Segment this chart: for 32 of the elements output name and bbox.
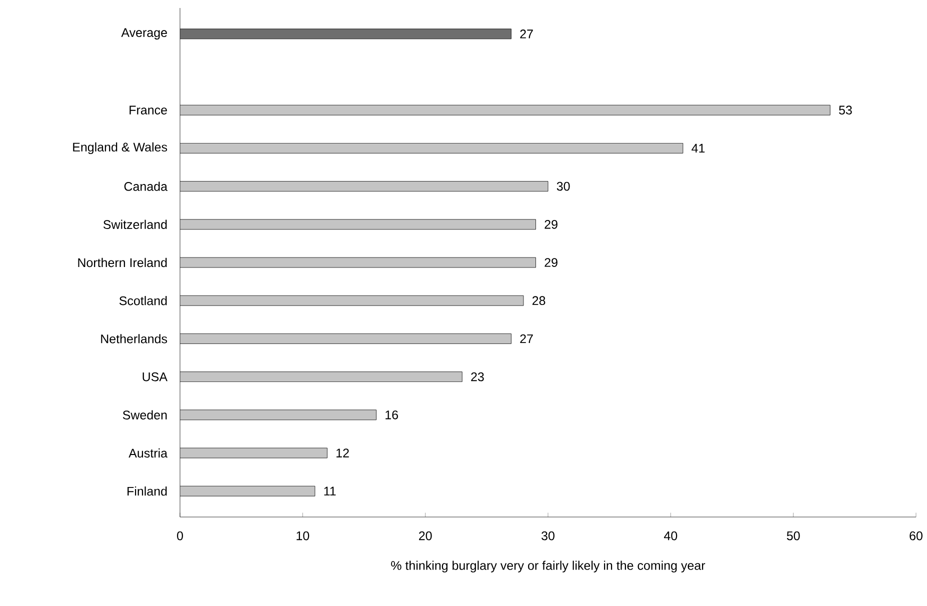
y-tick-label: Canada	[124, 182, 168, 191]
data-label: 23	[471, 372, 484, 382]
data-label: 27	[520, 334, 533, 344]
x-tick-label: 20	[419, 531, 432, 540]
x-tick-label: 10	[296, 531, 310, 540]
y-tick-label: Switzerland	[103, 220, 167, 229]
data-label: 11	[324, 486, 336, 496]
y-tick-label: Sweden	[122, 410, 167, 420]
y-tick-label: France	[130, 106, 167, 114]
x-axis-title: % thinking burglary very or fairly likely in the coming year	[391, 560, 706, 572]
x-tick-label: 30	[542, 531, 554, 540]
y-tick-label: Austria	[128, 448, 168, 458]
x-tick-label: 40	[664, 531, 678, 540]
y-tick-label: Average	[121, 28, 167, 40]
x-tick-label: 0	[177, 531, 183, 540]
data-label: 29	[544, 220, 558, 229]
data-label: 27	[520, 30, 533, 38]
y-tick-label: Northern Ireland	[78, 258, 167, 268]
data-label: 12	[336, 448, 349, 458]
y-tick-label: Finland	[128, 486, 167, 496]
data-label: 28	[532, 296, 546, 306]
y-tick-label: Scotland	[119, 296, 167, 306]
data-label: 16	[386, 410, 398, 420]
y-tick-label: England & Wales	[73, 142, 168, 154]
data-label: 41	[692, 144, 705, 152]
data-label: 53	[839, 106, 852, 115]
y-tick-label: USA	[142, 372, 168, 382]
data-label: 29	[544, 258, 558, 267]
x-tick-label: 50	[786, 531, 800, 540]
data-label: 30	[556, 182, 570, 191]
y-tick-label: Netherlands	[101, 334, 168, 344]
x-tick-label: 60	[910, 531, 922, 540]
